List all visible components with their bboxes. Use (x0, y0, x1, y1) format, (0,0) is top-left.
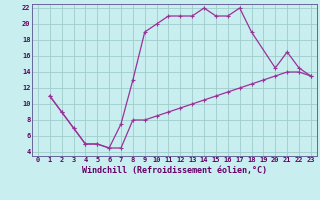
X-axis label: Windchill (Refroidissement éolien,°C): Windchill (Refroidissement éolien,°C) (82, 166, 267, 175)
